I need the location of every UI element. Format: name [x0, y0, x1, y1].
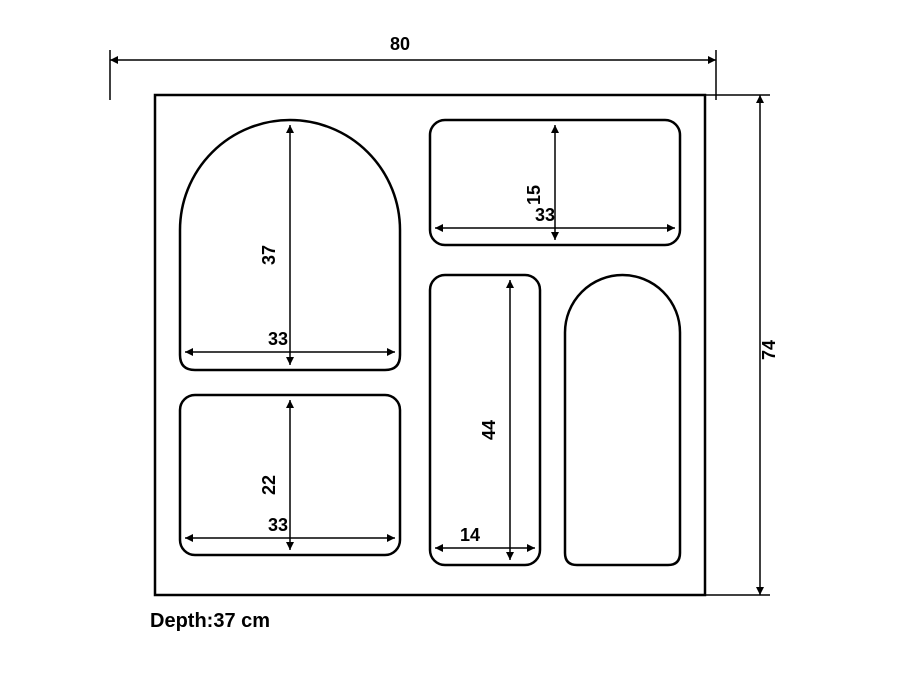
svg-text:33: 33 — [535, 205, 555, 225]
svg-text:80: 80 — [390, 34, 410, 54]
depth-label: Depth:37 cm — [150, 610, 270, 633]
svg-text:33: 33 — [268, 329, 288, 349]
svg-text:44: 44 — [479, 420, 499, 440]
drawing-canvas: 80743733223315334414 Depth:37 cm — [0, 0, 901, 675]
svg-text:37: 37 — [259, 245, 279, 265]
diagram-svg: 80743733223315334414 — [0, 0, 901, 675]
svg-text:33: 33 — [268, 515, 288, 535]
svg-text:15: 15 — [524, 185, 544, 205]
svg-text:22: 22 — [259, 475, 279, 495]
svg-text:14: 14 — [460, 525, 480, 545]
svg-text:74: 74 — [759, 340, 779, 360]
